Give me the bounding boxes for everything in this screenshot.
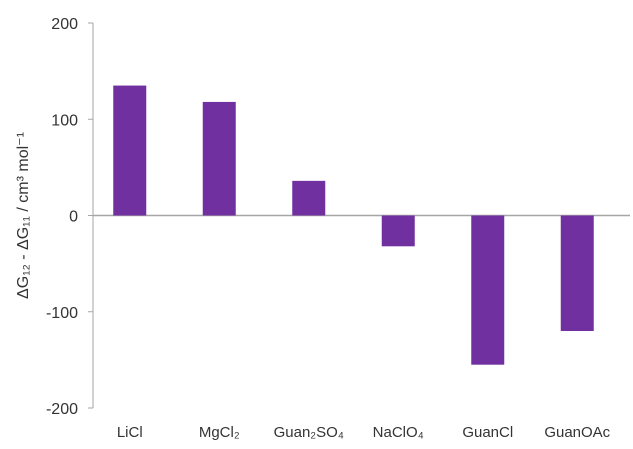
bar-4 [471, 215, 505, 365]
y-tick-label: -100 [46, 305, 78, 322]
y-tick-label: -200 [46, 401, 78, 418]
y-tick-label: 200 [51, 16, 78, 33]
bar-1 [202, 101, 236, 216]
y-tick-label: 100 [51, 112, 78, 129]
category-label: GuanOAc [544, 424, 610, 441]
category-label: LiCl [117, 424, 143, 441]
category-label: GuanCl [462, 424, 513, 441]
labels: 200 100 0 -100 -200 LiCl MgCl₂ Guan₂SO₄ NaClO₄ Gu… [46, 16, 611, 441]
category-label: NaClO₄ [373, 424, 424, 441]
bars [113, 85, 594, 365]
bar-0 [113, 85, 147, 216]
y-axis-title: ΔG₁₂ - ΔG₁₁ / cm³ mol⁻¹ [15, 132, 32, 299]
bar-2 [292, 180, 326, 216]
y-tick-label: 0 [69, 209, 78, 226]
category-label: MgCl₂ [199, 424, 240, 441]
bar-5 [560, 215, 594, 331]
bar-3 [381, 215, 415, 247]
category-label: Guan₂SO₄ [274, 424, 344, 441]
axes [88, 22, 630, 409]
